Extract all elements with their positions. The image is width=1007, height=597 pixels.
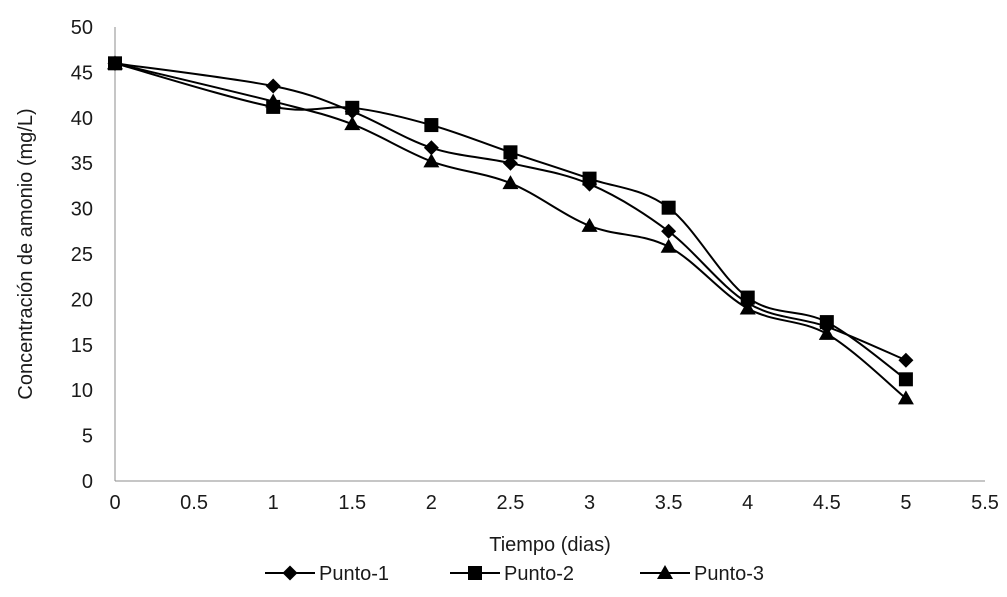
data-point-punto-3 — [265, 93, 282, 108]
data-point-punto-1 — [661, 223, 677, 239]
y-tick-label: 10 — [71, 380, 93, 402]
y-tick-label: 35 — [71, 153, 93, 175]
x-tick-label: 5.5 — [971, 492, 999, 514]
y-tick-label: 25 — [71, 244, 93, 266]
x-tick-label: 5 — [900, 492, 911, 514]
x-axis-title: Tiempo (dias) — [489, 534, 611, 556]
x-tick-label: 2.5 — [497, 492, 525, 514]
series-lines — [114, 62, 907, 400]
data-point-punto-1 — [502, 155, 518, 171]
data-point-punto-2 — [582, 171, 597, 186]
y-tick-label: 50 — [71, 17, 93, 39]
data-point-punto-2 — [740, 290, 755, 305]
data-point-punto-2 — [345, 100, 360, 115]
y-tick-labels: 0 5 10 15 20 25 30 35 40 45 50 — [71, 17, 93, 493]
data-point-punto-3 — [502, 175, 519, 190]
series-markers — [107, 55, 914, 405]
series-line-punto-2 — [114, 62, 907, 381]
axes — [114, 27, 985, 482]
x-tick-label: 1.5 — [338, 492, 366, 514]
data-point-punto-2 — [503, 145, 518, 160]
data-point-punto-3 — [818, 325, 835, 340]
data-point-punto-3 — [897, 390, 914, 405]
x-tick-label: 3.5 — [655, 492, 683, 514]
legend-label-punto-3: Punto-3 — [694, 563, 764, 585]
data-point-punto-3 — [344, 116, 361, 131]
x-tick-label: 4 — [742, 492, 753, 514]
y-axis-title: Concentración de amonio (mg/L) — [15, 108, 37, 399]
data-point-punto-3 — [423, 153, 440, 168]
legend: Punto-1 Punto-2 Punto-3 — [265, 563, 764, 585]
data-point-punto-2 — [661, 200, 676, 215]
data-point-punto-1 — [265, 78, 281, 94]
y-tick-label: 30 — [71, 199, 93, 221]
legend-marker-punto-1 — [282, 565, 298, 581]
data-point-punto-2 — [424, 118, 439, 133]
legend-marker-punto-2 — [468, 566, 482, 580]
x-tick-labels: 0 0.5 1 1.5 2 2.5 3 3.5 4 4.5 5 5.5 — [109, 492, 998, 514]
series-line-punto-1 — [114, 62, 907, 362]
x-tick-label: 0 — [109, 492, 120, 514]
y-tick-label: 5 — [82, 426, 93, 448]
x-tick-label: 4.5 — [813, 492, 841, 514]
legend-label-punto-1: Punto-1 — [319, 563, 389, 585]
data-point-punto-1 — [423, 140, 439, 156]
y-tick-label: 0 — [82, 471, 93, 493]
x-tick-label: 2 — [426, 492, 437, 514]
legend-marker-punto-3 — [657, 565, 673, 579]
data-point-punto-2 — [898, 372, 913, 387]
x-tick-label: 1 — [268, 492, 279, 514]
y-tick-label: 45 — [71, 62, 93, 84]
data-point-punto-3 — [581, 217, 598, 232]
data-point-punto-3 — [739, 300, 756, 315]
data-point-punto-1 — [898, 352, 914, 368]
series-line-punto-3 — [114, 62, 907, 400]
data-point-punto-3 — [107, 55, 123, 70]
y-tick-label: 15 — [71, 335, 93, 357]
x-tick-label: 0.5 — [180, 492, 208, 514]
legend-label-punto-2: Punto-2 — [504, 563, 574, 585]
data-point-punto-3 — [660, 238, 677, 253]
y-tick-label: 20 — [71, 289, 93, 311]
y-tick-label: 40 — [71, 108, 93, 130]
x-tick-label: 3 — [584, 492, 595, 514]
data-point-punto-2 — [819, 315, 834, 330]
